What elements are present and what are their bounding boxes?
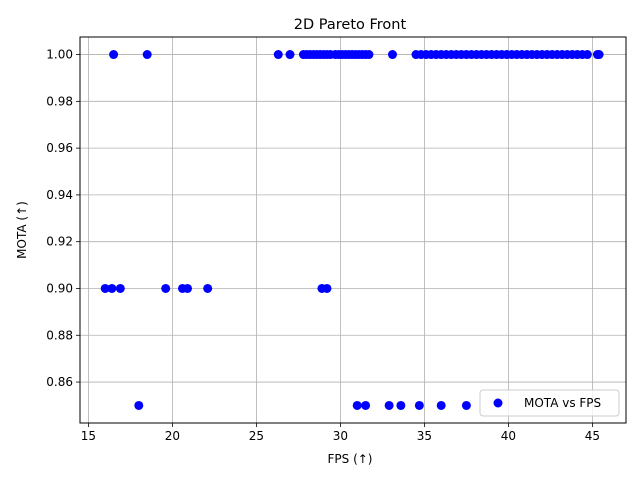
scatter-point: [461, 400, 471, 410]
scatter-point: [115, 283, 125, 293]
scatter-point: [142, 50, 152, 60]
y-tick-label: 1.00: [46, 48, 73, 62]
x-axis-label: FPS (↑): [328, 452, 373, 466]
x-tick-label: 45: [585, 429, 600, 443]
scatter-point: [273, 50, 283, 60]
scatter-point: [582, 50, 592, 60]
scatter-point: [203, 283, 213, 293]
scatter-point: [396, 400, 406, 410]
y-tick-label: 0.98: [46, 94, 73, 108]
y-tick-label: 0.86: [46, 375, 73, 389]
axis-ticks: 15 20 25 30 35 40 45 0.86 0.88 0.90 0.92 0.94 0.96 0.…: [46, 48, 600, 443]
y-tick-label: 0.90: [46, 281, 73, 295]
legend-label: MOTA vs FPS: [524, 396, 601, 410]
x-tick-label: 20: [165, 429, 180, 443]
y-axis-label: MOTA (↑): [15, 201, 29, 259]
x-tick-label: 35: [417, 429, 432, 443]
scatter-point: [436, 400, 446, 410]
scatter-point: [364, 50, 374, 60]
scatter-point: [161, 283, 171, 293]
legend: MOTA vs FPS: [479, 389, 620, 417]
scatter-point: [414, 400, 424, 410]
y-tick-label: 0.92: [46, 235, 73, 249]
scatter-point: [594, 50, 604, 60]
legend-box: [479, 389, 620, 417]
x-tick-label: 25: [249, 429, 264, 443]
scatter-point: [352, 400, 362, 410]
scatter-point: [384, 400, 394, 410]
plot-frame: [79, 36, 627, 424]
scatter-point: [134, 400, 144, 410]
y-tick-label: 0.96: [46, 141, 73, 155]
scatter-point: [183, 283, 193, 293]
scatter-point: [361, 400, 371, 410]
scatter-point: [322, 283, 332, 293]
scatter-point: [107, 283, 117, 293]
scatter-point: [100, 283, 110, 293]
y-tick-label: 0.94: [46, 188, 73, 202]
scatter-point: [109, 50, 119, 60]
y-tick-label: 0.88: [46, 328, 73, 342]
x-tick-label: 30: [333, 429, 348, 443]
scatter-point: [285, 50, 295, 60]
scatter-point: [387, 50, 397, 60]
x-tick-label: 40: [501, 429, 516, 443]
data-points: [100, 50, 604, 410]
x-tick-label: 15: [81, 429, 96, 443]
chart-title: 2D Pareto Front: [294, 17, 407, 33]
legend-marker: [493, 398, 503, 408]
